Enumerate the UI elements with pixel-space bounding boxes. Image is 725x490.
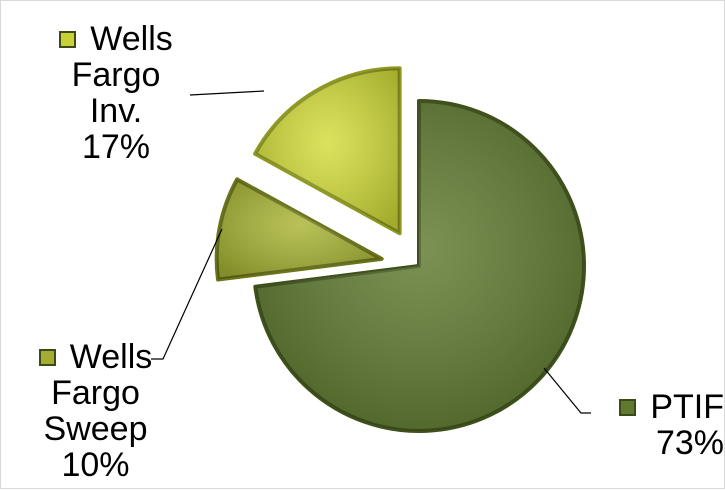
- leader-line-inv: [189, 90, 265, 96]
- pie-slice-shading-wells-fargo-sweep: [216, 179, 382, 280]
- leader-line-sweep: [151, 228, 223, 360]
- label-ptif: PTIF 73%: [596, 389, 724, 461]
- label-inv-name-3: Inv.: [89, 92, 143, 130]
- label-inv-name-2: Fargo: [71, 56, 161, 94]
- label-wells-fargo-inv: Wells Fargo Inv. 17%: [41, 21, 191, 165]
- legend-marker-sweep: [38, 349, 56, 366]
- pie-slice-shading-wells-fargo-inv: [255, 68, 400, 234]
- pie-slice-shading-ptif: [255, 101, 584, 431]
- label-wells-fargo-sweep: Wells Fargo Sweep 10%: [13, 339, 178, 483]
- label-sweep-name-2: Fargo: [51, 374, 140, 412]
- label-ptif-pct: 73%: [655, 424, 724, 462]
- label-ptif-name: PTIF: [650, 388, 724, 426]
- legend-marker-inv: [59, 31, 77, 48]
- leader-line-ptif: [543, 367, 591, 414]
- label-sweep-name-3: Sweep: [43, 410, 148, 448]
- label-inv-pct: 17%: [81, 128, 151, 166]
- label-sweep-pct: 10%: [61, 446, 130, 484]
- label-sweep-name-1: Wells: [69, 338, 153, 376]
- label-inv-name-1: Wells: [90, 20, 173, 58]
- legend-marker-ptif: [619, 399, 637, 416]
